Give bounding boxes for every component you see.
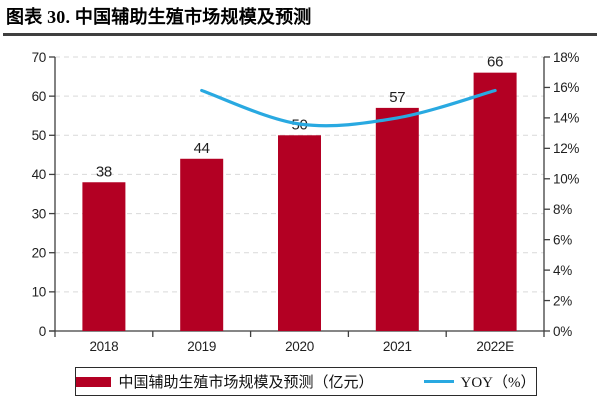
svg-text:0%: 0% <box>553 324 572 339</box>
svg-text:57: 57 <box>389 89 405 106</box>
svg-text:2018: 2018 <box>89 339 118 354</box>
chart-legend: 中国辅助生殖市场规模及预测（亿元） YOY（%） <box>75 367 537 396</box>
svg-text:10: 10 <box>32 285 46 300</box>
svg-text:50: 50 <box>32 128 46 143</box>
svg-text:4%: 4% <box>553 263 572 278</box>
svg-text:20: 20 <box>32 246 46 261</box>
figure-title: 图表 30. 中国辅助生殖市场规模及预测 <box>6 7 312 27</box>
svg-text:14%: 14% <box>553 111 579 126</box>
bar-series-label: 中国辅助生殖市场规模及预测（亿元） <box>118 375 374 391</box>
bar-series-swatch <box>76 376 112 387</box>
legend-item-yoy: YOY（%） <box>423 371 536 392</box>
svg-text:2022E: 2022E <box>476 339 514 354</box>
svg-text:2021: 2021 <box>383 339 412 354</box>
svg-text:16%: 16% <box>553 80 579 95</box>
svg-text:10%: 10% <box>553 172 579 187</box>
svg-text:18%: 18% <box>553 50 579 65</box>
svg-text:12%: 12% <box>553 141 579 156</box>
svg-text:44: 44 <box>194 140 210 157</box>
svg-text:38: 38 <box>96 163 112 180</box>
svg-text:2019: 2019 <box>187 339 216 354</box>
svg-text:70: 70 <box>32 50 46 65</box>
svg-text:0: 0 <box>39 324 46 339</box>
svg-text:6%: 6% <box>553 232 572 247</box>
svg-text:2%: 2% <box>553 293 572 308</box>
svg-text:60: 60 <box>32 89 46 104</box>
svg-text:66: 66 <box>487 54 503 71</box>
svg-text:2020: 2020 <box>285 339 314 354</box>
svg-text:30: 30 <box>32 206 46 221</box>
legend-item-market-size: 中国辅助生殖市场规模及预测（亿元） <box>76 371 374 392</box>
line-series-label: YOY（%） <box>460 375 536 391</box>
svg-text:8%: 8% <box>553 202 572 217</box>
title-divider <box>3 33 597 36</box>
svg-text:40: 40 <box>32 167 46 182</box>
line-series-swatch <box>423 380 454 383</box>
